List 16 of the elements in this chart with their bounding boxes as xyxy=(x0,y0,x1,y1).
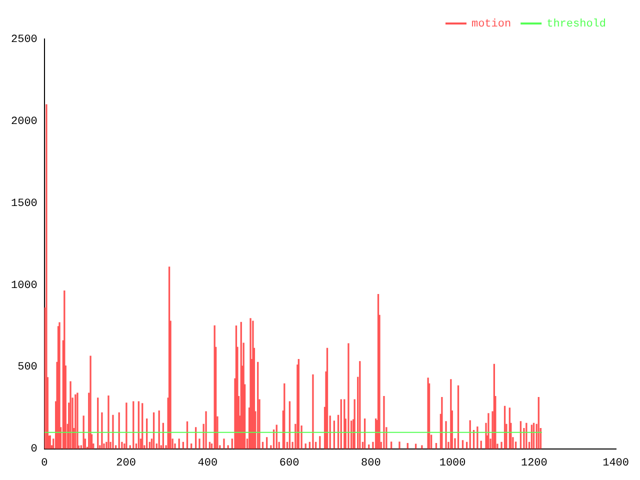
x-tick-label: 800 xyxy=(361,457,381,470)
y-tick-label: 1000 xyxy=(11,280,38,292)
y-tick-label: 2000 xyxy=(11,116,38,128)
y-tick-label: 2500 xyxy=(11,34,38,46)
x-tick-label: 1000 xyxy=(439,457,466,470)
legend-label: threshold xyxy=(546,18,606,30)
x-tick-label: 400 xyxy=(198,457,218,470)
x-tick-label: 1200 xyxy=(520,457,548,470)
x-tick-label: 200 xyxy=(116,457,136,470)
x-tick-label: 1400 xyxy=(602,457,629,470)
x-tick-label: 600 xyxy=(279,457,300,470)
legend-label: motion xyxy=(471,18,512,30)
y-tick-label: 0 xyxy=(30,444,38,456)
x-tick-label: 0 xyxy=(41,457,48,470)
y-tick-label: 1500 xyxy=(11,198,38,210)
y-tick-label: 500 xyxy=(18,362,38,374)
